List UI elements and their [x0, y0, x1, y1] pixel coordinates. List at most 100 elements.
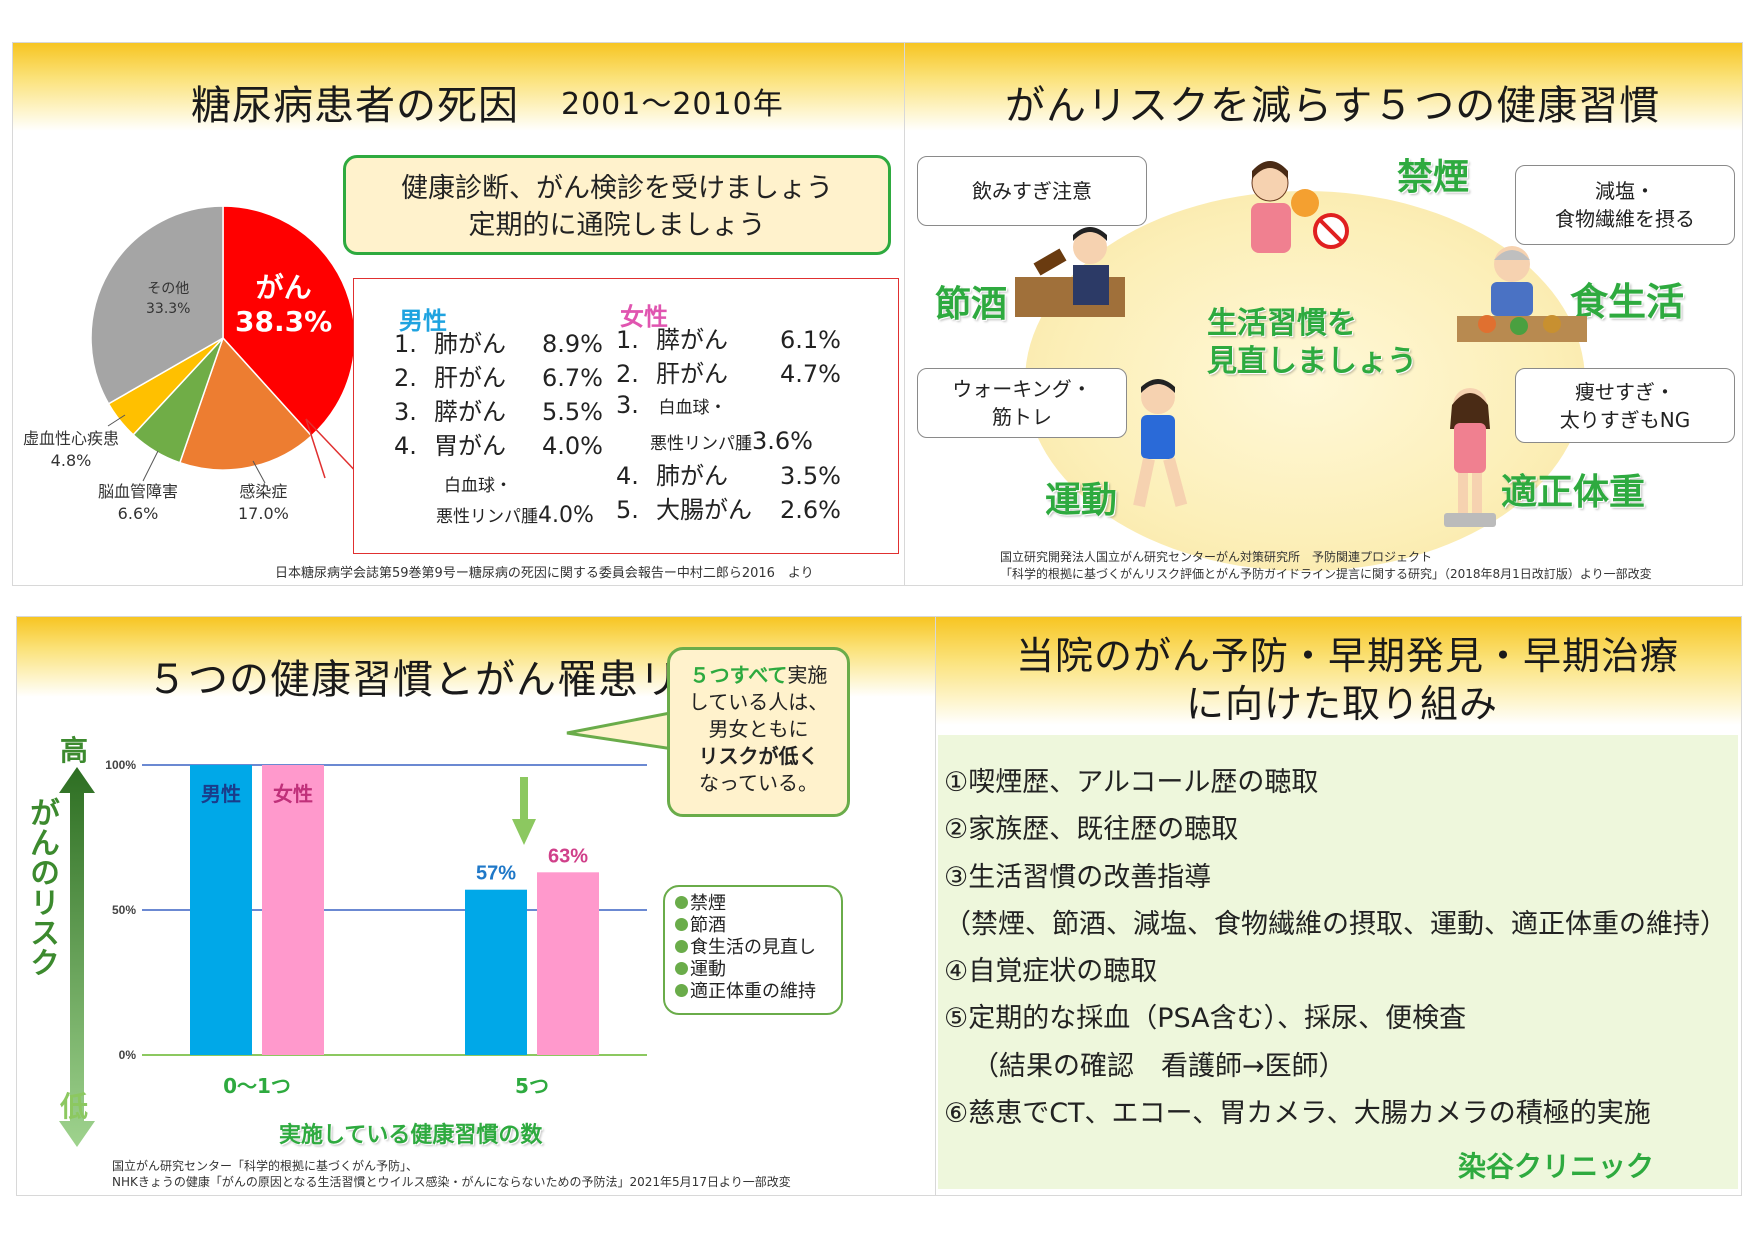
female-3-line1: 白血球・: [658, 398, 727, 418]
effort-item-3-detail: （禁煙、節酒、減塩、食物繊維の摂取、運動、適正体重の維持）: [944, 908, 1727, 940]
runner-figure-icon: [1133, 379, 1188, 508]
x-category-label: 5つ: [515, 1074, 549, 1098]
title-band: [936, 617, 1741, 725]
notice-box: 健康診断、がん検診を受けましょう 定期的に通院しましょう: [343, 155, 891, 255]
bullet-icon: [675, 940, 688, 953]
cancer-pct: 4.7%: [780, 360, 841, 388]
center-message: 生活習慣を 見直しましょう: [1207, 305, 1417, 381]
bubble-wt-line1: 痩せすぎ・: [1575, 379, 1675, 404]
effort-list: ①喫煙歴、アルコール歴の聴取 ②家族歴、既往歴の聴取 ③生活習慣の改善指導 （禁…: [944, 759, 1727, 1137]
smoker-figure-icon: [1251, 161, 1349, 253]
panel-clinic-efforts: 当院のがん予防・早期発見・早期治療 に向けた取り組み ①喫煙歴、アルコール歴の聴…: [936, 616, 1742, 1196]
cancer-name: 大腸がん: [656, 496, 752, 524]
habit-item: 食生活の見直し: [675, 937, 841, 959]
rank: 1.: [616, 326, 639, 354]
habit-drink-label: 節酒: [935, 284, 1008, 325]
cancer-pct: 4.0%: [542, 432, 603, 460]
habit-item: 適正体重の維持: [675, 981, 841, 1003]
habit-text: 禁煙: [690, 893, 726, 914]
female-3-pct: 3.6%: [752, 427, 813, 455]
pie-label-inf: 感染症 17.0%: [238, 481, 289, 526]
bullet-icon: [675, 962, 688, 975]
pie-slice-1: [178, 336, 313, 471]
center-line-1: 生活習慣を: [1207, 306, 1357, 341]
cancer-pct: 8.9%: [542, 330, 603, 358]
male-header: 男性: [399, 307, 447, 335]
pie-chart: [90, 205, 356, 471]
series-name-label: 男性: [201, 783, 241, 806]
habit-text: 適正体重の維持: [690, 981, 816, 1002]
title-band: [905, 43, 1742, 131]
rank: 5.: [616, 496, 639, 524]
rank: 1.: [394, 330, 417, 358]
bubble-exercise: ウォーキング・ 筋トレ: [917, 368, 1127, 438]
male-extra: 白血球・ 悪性リンパ腫4.0%: [436, 471, 594, 532]
pie-label-cvd-pct: 6.6%: [117, 504, 159, 524]
pie-label-cvd: 脳血管障害 6.6%: [98, 481, 178, 526]
cancer-pct: 6.1%: [780, 326, 841, 354]
habit-weight-label: 適正体重: [1501, 472, 1646, 513]
panel1-source: 日本糖尿病学会誌第59巻第9号ー糖尿病の死因に関する委員会報告ー中村二郎ら201…: [275, 566, 814, 581]
bubble-drink: 飲みすぎ注意: [917, 156, 1147, 226]
female-row-3: 3. 白血球・: [616, 391, 727, 419]
panel3-source-1: 国立がん研究センター「科学的根拠に基づくがん予防」、: [112, 1159, 419, 1173]
elderly-meal-figure-icon: [1457, 246, 1587, 342]
habit-smoke-label: 禁煙: [1397, 157, 1470, 198]
habit-item: 禁煙: [675, 893, 841, 915]
bar-0-1: [465, 889, 527, 1055]
cancer-name: 肺がん: [434, 330, 506, 358]
callout-connector: [305, 418, 363, 479]
male-row: 2. 肝がん 6.7%: [394, 361, 603, 395]
male-extra-line2: 悪性リンパ腫4.0%: [436, 501, 594, 532]
bubble-diet-line2: 食物繊維を摂る: [1555, 207, 1695, 231]
callout-text: 実施: [787, 663, 828, 687]
notice-line-2: 定期的に通院しましょう: [468, 210, 766, 242]
pie-label-ihd-pct: 4.8%: [50, 451, 92, 471]
pie-leader-lines: [107, 414, 266, 484]
clinic-name: 染谷クリニック: [1458, 1150, 1655, 1183]
male-list: 1. 肺がん 8.9% 2. 肝がん 6.7% 3. 膵がん 5.5% 4. 胃がん 4.0%: [394, 327, 603, 463]
female-3-name: 悪性リンパ腫: [650, 434, 752, 454]
cancer-pct: 6.7%: [542, 364, 603, 392]
bar-1-1: [537, 872, 599, 1055]
axis-risk-label: がんのリスク: [24, 797, 59, 977]
bar-chart: 100% 50% 0% 男性 女性 0～1つ 57% 63% 5つ: [105, 758, 647, 1098]
pie-label-other-pct: 33.3%: [146, 300, 191, 317]
habit-list-box: 禁煙 節酒 食生活の見直し 運動 適正体重の維持: [663, 885, 843, 1015]
habit-exercise-label: 運動: [1045, 480, 1118, 521]
cancer-name: 肺がん: [656, 462, 728, 490]
pie-label-ihd-name: 虚血性心疾患: [23, 429, 120, 448]
pie-slice-4: [90, 205, 224, 405]
bar-0-0: [190, 765, 252, 1055]
panel2-source-1: 国立研究開発法人国立がん研究センターがん対策研究所 予防関連プロジェクト: [1000, 550, 1433, 564]
notice-line-1: 健康診断、がん検診を受けましょう: [401, 173, 833, 204]
panel-five-habits: がんリスクを減らす５つの健康習慣 生活習慣を 見直しましょう 飲みすぎ注意 減塩…: [905, 42, 1743, 586]
effort-item-5-detail: （結果の確認 看護師→医師）: [972, 1050, 1346, 1082]
bubble-diet: 減塩・ 食物繊維を摂る: [1515, 165, 1735, 245]
y-tick-label: 100%: [105, 758, 136, 772]
habit-text: 節酒: [690, 915, 726, 936]
effort-item-5: ⑤定期的な採血（PSA含む）、採尿、便検査: [944, 1003, 1467, 1035]
panel4-title-2: に向けた取り組み: [1186, 682, 1499, 726]
axis-low-label: 低: [60, 1090, 89, 1123]
cancer-name: 膵がん: [656, 326, 728, 354]
effort-item-3: ③生活習慣の改善指導: [944, 861, 1212, 893]
panel3-source-2: NHKきょうの健康「がんの原因となる生活習慣とウイルス感染・がんにならないための…: [112, 1175, 791, 1189]
data-label: 63%: [548, 845, 588, 867]
efforts-body: ①喫煙歴、アルコール歴の聴取 ②家族歴、既往歴の聴取 ③生活習慣の改善指導 （禁…: [938, 735, 1738, 1189]
female-header: 女性: [620, 303, 668, 331]
rank: 3.: [394, 398, 417, 426]
rank: 4.: [394, 432, 417, 460]
cancer-name: 肝がん: [434, 364, 506, 392]
bubble-wt-line2: 太りすぎもNG: [1559, 407, 1691, 432]
drinker-figure-icon: [1015, 227, 1125, 317]
callout-line-1: ５つすべて実施: [670, 662, 847, 689]
rank: 4.: [616, 462, 639, 490]
habit-item: 運動: [675, 959, 841, 981]
male-row: 4. 胃がん 4.0%: [394, 429, 603, 463]
effort-item-2: ②家族歴、既往歴の聴取: [944, 814, 1239, 846]
cancer-name: 肝がん: [656, 360, 728, 388]
rank: 2.: [616, 360, 639, 388]
callout-tail: [566, 711, 675, 751]
center-line-2: 見直しましょう: [1207, 344, 1417, 379]
